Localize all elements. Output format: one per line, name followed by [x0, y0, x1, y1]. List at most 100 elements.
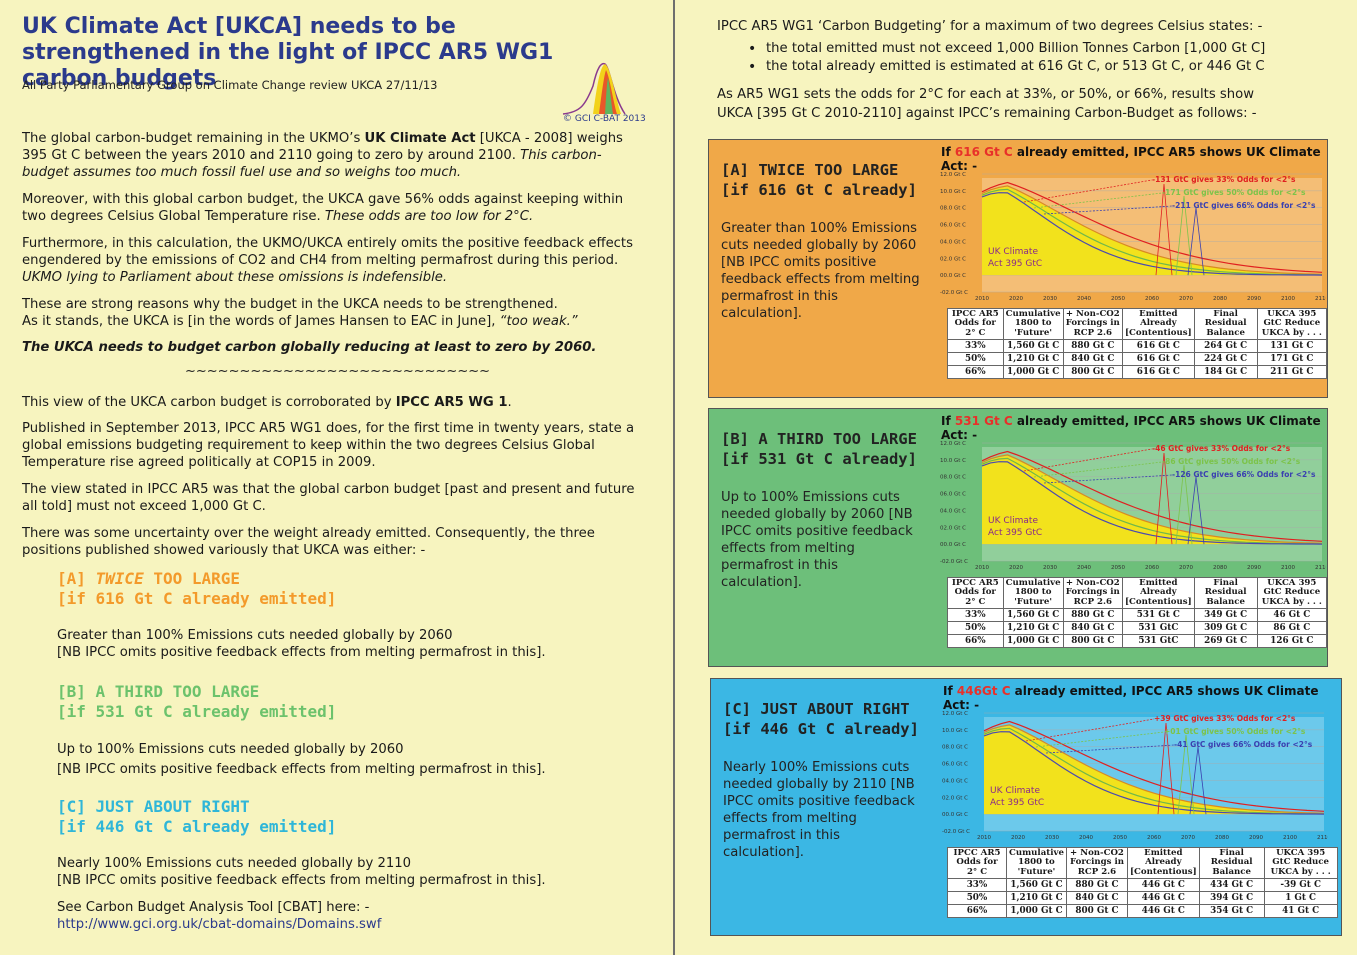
table-cell: 33% [947, 339, 1004, 353]
table-row: 50% 1,210 Gt C 840 Gt C 531 GtC 309 Gt C 86 G… [947, 621, 1328, 635]
paragraph-5: The UKCA needs to budget carbon globally… [22, 340, 597, 355]
odds-annotation: -46 GtC gives 33% Odds for <2°s [1152, 444, 1291, 453]
emissions-chart: 12.0 Gt C 10.0 Gt C 08.0 Gt C 06.0 Gt C 04.0… [940, 172, 1326, 302]
odds-annotation: -131 GtC gives 33% Odds for <2°s [1152, 175, 1296, 184]
paragraph-8: The view stated in IPCC AR5 was that the… [22, 482, 635, 514]
annotation-leader [1043, 474, 1173, 484]
tilde-divider: ~~~~~~~~~~~~~~~~~~~~~~~~~~~~ [185, 364, 490, 379]
table-header-cell: + Non-CO2 Forcings in RCP 2.6 [1062, 577, 1123, 609]
residual-spike [1175, 195, 1193, 276]
residual-spike [1157, 722, 1175, 815]
x-tick-label: 2070 [1179, 296, 1193, 302]
x-tick-label: 2070 [1179, 565, 1193, 571]
y-tick-label: 02.0 Gt C [942, 795, 968, 801]
x-tick-label: 2060 [1147, 835, 1161, 841]
budget-line [981, 450, 1323, 542]
cbat-link[interactable]: http://www.gci.org.uk/cbat-domains/Domai… [57, 917, 382, 932]
x-tick-label: 2080 [1213, 565, 1227, 571]
y-tick-label: 04.0 Gt C [940, 239, 966, 245]
panel-description: Up to 100% Emissions cuts needed globall… [721, 490, 913, 590]
table-header-cell: Final Residual Balance [1193, 577, 1258, 609]
table-header-cell: IPCC AR5 Odds for 2° C [947, 577, 1004, 609]
table-cell: 50% [947, 352, 1004, 366]
ukca-area [982, 455, 1322, 545]
table-cell: 434 Gt C [1198, 878, 1265, 892]
table-cell: 880 Gt C [1062, 339, 1123, 353]
table-cell: 1,000 Gt C [1006, 904, 1067, 918]
table-cell: 1,000 Gt C [1002, 365, 1064, 379]
table-header-row: IPCC AR5 Odds for 2° C Cumulative 1800 to… [947, 308, 1328, 340]
y-tick-label: -02.0 Gt C [940, 559, 968, 565]
table-cell: 46 Gt C [1256, 608, 1328, 622]
paragraph-9: There was some uncertainty over the weig… [22, 526, 595, 558]
option-c-desc: Nearly 100% Emissions cuts needed global… [57, 856, 546, 888]
budget-line [983, 720, 1325, 812]
panel-b: If 531 Gt C already emitted, IPCC AR5 sh… [708, 408, 1328, 667]
table-header-cell: + Non-CO2 Forcings in RCP 2.6 [1065, 847, 1128, 879]
y-tick-label: 02.0 Gt C [940, 256, 966, 262]
budget-line [981, 461, 1323, 545]
x-tick-label: 2090 [1249, 835, 1263, 841]
bullet-1: the total emitted must not exceed 1,000 … [748, 40, 1265, 58]
ukca-area [984, 725, 1324, 815]
residual-spike [1189, 746, 1207, 815]
odds-annotation: -126 GtC gives 66% Odds for <2°s [1172, 470, 1316, 479]
table-cell: 349 Gt C [1193, 608, 1258, 622]
table-cell: 616 Gt C [1121, 339, 1195, 353]
y-tick-label: 00.0 Gt C [942, 812, 968, 818]
table-cell: 616 Gt C [1121, 365, 1195, 379]
ipcc-intro: IPCC AR5 WG1 ‘Carbon Budgeting’ for a ma… [717, 19, 1263, 34]
paragraph-4: These are strong reasons why the budget … [22, 297, 578, 329]
panel-heading: If 446Gt C already emitted, IPCC AR5 sho… [943, 684, 1319, 712]
ukca-chart-label: UK Climate [988, 516, 1038, 526]
table-header-cell: Emitted Already [Contentious] [1126, 847, 1200, 879]
table-cell: 394 Gt C [1198, 891, 1265, 905]
ukca-chart-label: UK Climate [990, 786, 1040, 796]
budget-line [983, 724, 1325, 814]
y-tick-label: 00.0 Gt C [940, 273, 966, 279]
table-cell: 1,210 Gt C [1006, 891, 1067, 905]
residual-spike [1155, 183, 1173, 276]
table-row: 33% 1,560 Gt C 880 Gt C 616 Gt C 264 Gt C 131… [947, 339, 1328, 353]
y-tick-label: -02.0 Gt C [942, 829, 970, 835]
odds-annotation: -86 GtC gives 50% Odds for <2°s [1162, 457, 1301, 466]
paragraph-2: Moreover, with this global carbon budget… [22, 192, 624, 224]
table-cell: 840 Gt C [1065, 891, 1128, 905]
x-tick-label: 2030 [1045, 835, 1059, 841]
panel-heading: If 531 Gt C already emitted, IPCC AR5 sh… [941, 414, 1321, 442]
table-cell: 171 Gt C [1256, 352, 1328, 366]
table-cell: 131 Gt C [1256, 339, 1328, 353]
panel-a: If 616 Gt C already emitted, IPCC AR5 sh… [708, 139, 1328, 398]
table-cell: 224 Gt C [1193, 352, 1258, 366]
table-cell: 1 Gt C [1263, 891, 1338, 905]
y-tick-label: 12.0 Gt C [942, 711, 968, 717]
table-header-cell: Emitted Already [Contentious] [1121, 577, 1195, 609]
budget-line [981, 181, 1323, 273]
residual-spike [1155, 452, 1173, 545]
table-header-cell: Cumulative 1800 to 'Future' [1002, 308, 1064, 340]
table-cell: 1,560 Gt C [1002, 608, 1064, 622]
table-cell: 33% [947, 608, 1004, 622]
panel-description: Nearly 100% Emissions cuts needed global… [723, 760, 915, 860]
x-tick-label: 2050 [1113, 835, 1127, 841]
budget-table: IPCC AR5 Odds for 2° C Cumulative 1800 to… [947, 308, 1328, 379]
panel-title: [A] TWICE TOO LARGE [if 616 Gt C already] [721, 161, 917, 199]
table-header-cell: IPCC AR5 Odds for 2° C [947, 847, 1007, 879]
x-tick-label: 2030 [1043, 296, 1057, 302]
table-cell: 880 Gt C [1065, 878, 1128, 892]
y-tick-label: 08.0 Gt C [940, 206, 966, 212]
y-tick-label: 02.0 Gt C [940, 525, 966, 531]
table-cell: 880 Gt C [1062, 608, 1123, 622]
table-header-cell: UKCA 395 GtC Reduce UKCA by . . . [1256, 308, 1328, 340]
y-tick-label: 08.0 Gt C [942, 745, 968, 751]
y-tick-label: 10.0 Gt C [942, 728, 968, 734]
y-tick-label: 06.0 Gt C [940, 492, 966, 498]
table-cell: 211 Gt C [1256, 365, 1328, 379]
table-cell: 50% [947, 891, 1007, 905]
table-cell: 354 Gt C [1198, 904, 1265, 918]
table-header-cell: UKCA 395 GtC Reduce UKCA by . . . [1256, 577, 1328, 609]
option-c-heading: [C] JUST ABOUT RIGHT [if 446 Gt C already… [57, 797, 337, 836]
panel-title: [B] A THIRD TOO LARGE [if 531 Gt C alread… [721, 430, 917, 468]
paragraph-6: This view of the UKCA carbon budget is c… [22, 395, 512, 410]
annotation-leader [1045, 744, 1175, 754]
